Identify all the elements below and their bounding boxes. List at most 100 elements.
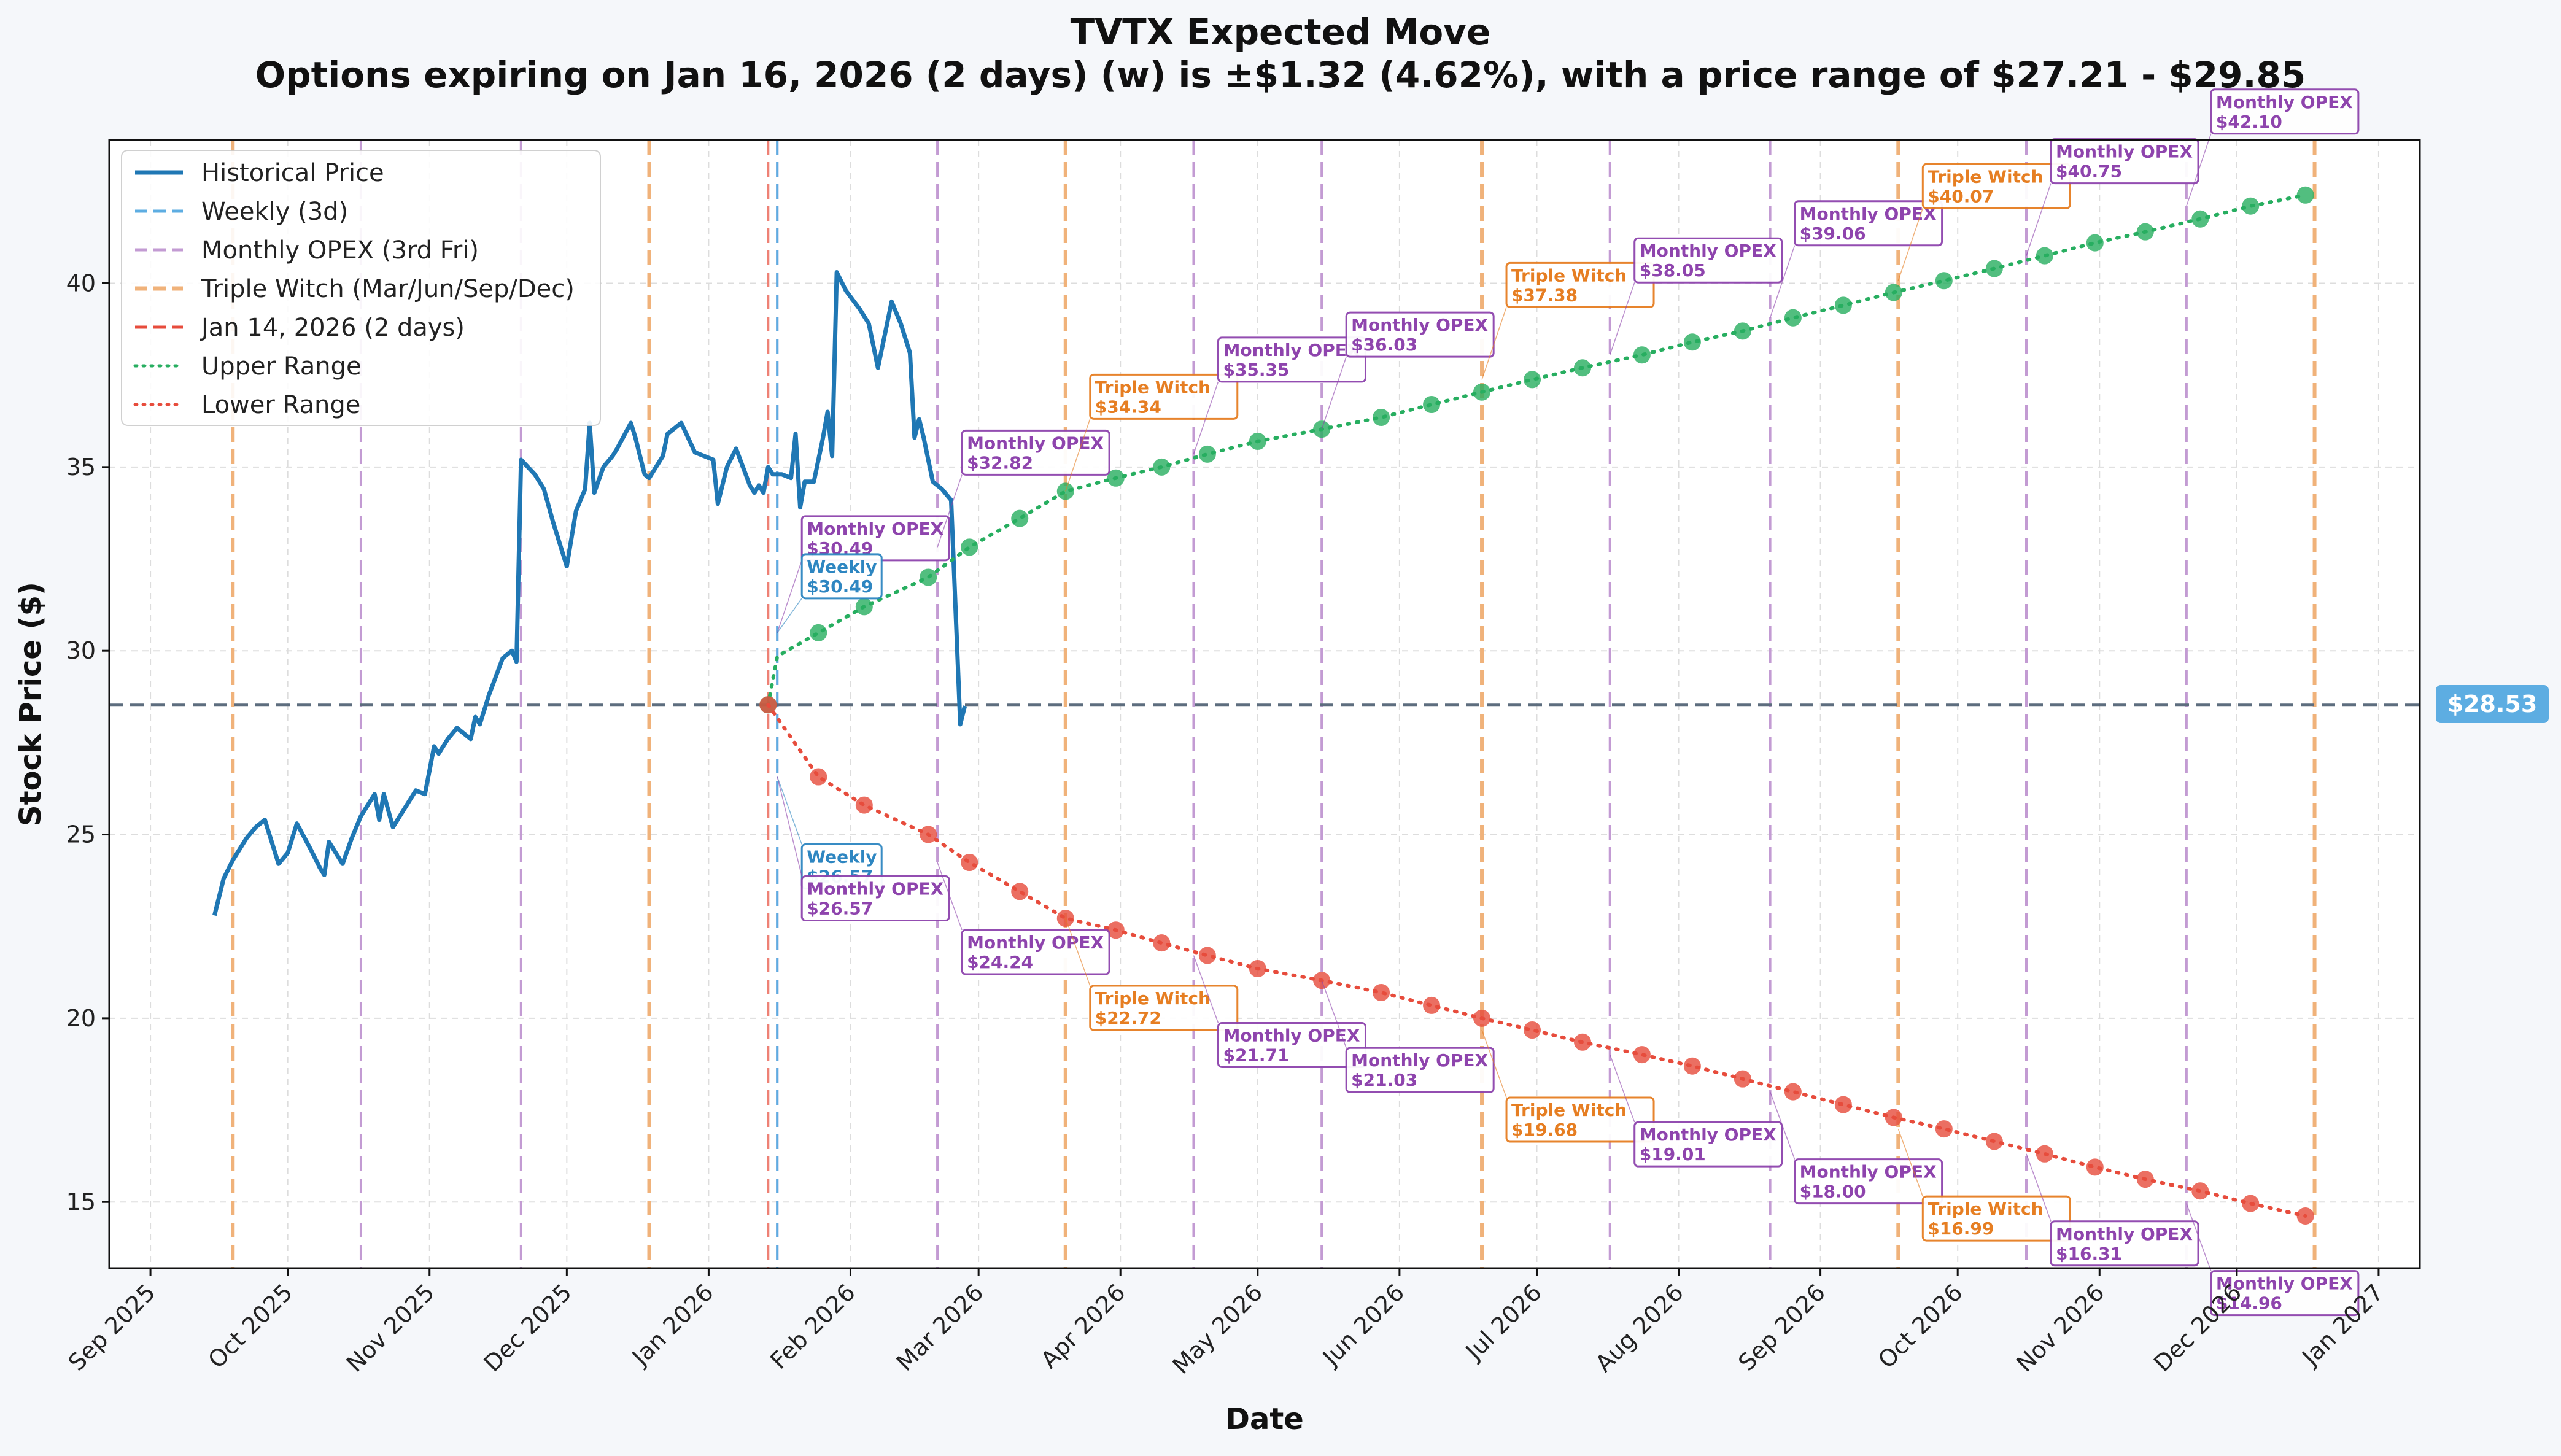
lower-range-point: [1423, 996, 1441, 1014]
chart-subtitle: Options expiring on Jan 16, 2026 (2 days…: [255, 54, 2306, 96]
annotation-box: [1633, 237, 1783, 284]
annotation-box: [1921, 1195, 2071, 1242]
annotation-leader: [937, 862, 963, 931]
annotation-leader: [1610, 282, 1635, 355]
annotation-leader: [777, 598, 802, 633]
annotation-leader: [1897, 1128, 1924, 1197]
annotation-kind: Triple Witch: [1095, 988, 1211, 1009]
annotation-value: $40.07: [1928, 186, 1994, 206]
annotation-value: $19.68: [1511, 1120, 1578, 1140]
legend-entry: Triple Witch (Mar/Jun/Sep/Dec): [201, 275, 575, 303]
upper-range-point: [1198, 445, 1216, 463]
annotation-box: [1505, 1096, 1655, 1143]
y-tick-label: 35: [66, 454, 96, 481]
annotation-value: $30.49: [807, 576, 873, 597]
y-tick-label: 15: [66, 1188, 96, 1215]
lower-range-point: [2242, 1195, 2260, 1212]
annotation-kind: Triple Witch: [1928, 1199, 2043, 1219]
upper-range-point: [810, 624, 827, 641]
current-price-badge: $28.53: [2436, 685, 2549, 723]
annotation-value: $21.03: [1351, 1070, 1417, 1090]
annotation-kind: Monthly OPEX: [2216, 92, 2353, 112]
upper-range-point: [1011, 509, 1029, 527]
legend-entry: Monthly OPEX (3rd Fri): [201, 236, 479, 265]
annotation-box: [1505, 261, 1655, 308]
annotation-label: Triple Witch$34.34: [1065, 373, 1239, 492]
annotation-box: [1217, 336, 1366, 383]
annotation-value: $16.31: [2056, 1244, 2122, 1264]
upper-range-point: [1153, 458, 1171, 476]
annotation-kind: Weekly: [807, 557, 877, 577]
lower-range-point: [1524, 1021, 1541, 1039]
annotation-kind: Monthly OPEX: [1640, 241, 1776, 261]
annotation-box: [1794, 1158, 1943, 1205]
legend-entry: Upper Range: [201, 352, 362, 381]
annotation-leader: [1481, 307, 1507, 380]
legend: Historical Price Weekly (3d) Monthly OPEX …: [121, 150, 601, 426]
annotation-kind: Monthly OPEX: [807, 879, 943, 899]
annotation-box: [1633, 1121, 1783, 1168]
annotation-leader: [2186, 133, 2212, 207]
annotation-box: [1089, 985, 1239, 1031]
annotation-box: [961, 929, 1110, 975]
y-tick-label: 20: [66, 1005, 96, 1032]
lower-range-point: [961, 854, 978, 872]
annotation-kind: Monthly OPEX: [807, 519, 943, 539]
upper-range-point: [2036, 247, 2053, 265]
annotation-label: Monthly OPEX$18.00: [1769, 1091, 1943, 1205]
lower-range-point: [1107, 921, 1125, 939]
annotation-value: $39.06: [1800, 223, 1866, 244]
lower-range-point: [1633, 1046, 1651, 1064]
legend-entry: Weekly (3d): [201, 198, 348, 226]
annotation-leader: [1193, 955, 1219, 1023]
lower-range-point: [810, 768, 827, 786]
upper-range-point: [1683, 333, 1701, 351]
annotation-value: $38.05: [1640, 260, 1706, 281]
upper-range-point: [920, 568, 937, 586]
chart-title: TVTX Expected Move: [1071, 11, 1491, 53]
annotation-value: $18.00: [1800, 1182, 1866, 1202]
lower-range-point: [2036, 1145, 2053, 1163]
upper-range-point: [2296, 186, 2314, 204]
annotation-label: Monthly OPEX$39.06: [1769, 200, 1943, 319]
annotation-label: Triple Witch$19.68: [1481, 1029, 1655, 1143]
upper-range-point: [2242, 197, 2260, 215]
annotation-box: [1089, 373, 1239, 420]
annotation-leader: [1065, 918, 1091, 986]
series: [212, 186, 2314, 1225]
annotation-kind: Monthly OPEX: [1800, 204, 1937, 224]
annotation-kind: Weekly: [807, 847, 877, 867]
annotation-kind: Monthly OPEX: [1223, 340, 1360, 360]
annotation-box: [800, 875, 950, 922]
lower-range-point: [1834, 1096, 1852, 1113]
lower-range-point: [1683, 1057, 1701, 1075]
annotation-value: $34.34: [1095, 397, 1161, 417]
annotation-leader: [2026, 1153, 2052, 1222]
annotation-label: Monthly OPEX $30.49: [777, 515, 950, 633]
current-price-badge-label: $28.53: [2447, 691, 2538, 718]
lower-range-point: [1985, 1133, 2003, 1150]
lower-range-point: [2296, 1207, 2314, 1225]
annotation-value: $19.01: [1640, 1144, 1706, 1164]
annotation-box: [961, 429, 1110, 476]
upper-range-point: [855, 598, 873, 616]
upper-range-point: [1574, 359, 1592, 377]
annotation-box: [2210, 88, 2360, 135]
lower-range-point: [1249, 960, 1266, 978]
annotation-kind: Triple Witch: [1511, 1100, 1627, 1120]
annotation-value: $16.99: [1928, 1218, 1994, 1239]
upper-range-point: [1423, 396, 1441, 414]
lower-range-point: [1935, 1120, 1953, 1138]
annotation-leader: [777, 776, 802, 845]
y-tick-label: 25: [66, 821, 96, 848]
annotation-kind: Triple Witch: [1511, 265, 1627, 285]
annotation-leader: [777, 560, 802, 633]
annotation-label: Monthly OPEX$32.82: [937, 429, 1110, 548]
annotation-label: Monthly OPEX$38.05: [1610, 237, 1783, 355]
upper-range-point: [1107, 469, 1125, 487]
upper-range-point: [1633, 346, 1651, 364]
lower-range-point: [1011, 883, 1029, 900]
annotation-box: [800, 553, 883, 600]
annotation-label: Triple Witch$40.07: [1897, 163, 2071, 281]
